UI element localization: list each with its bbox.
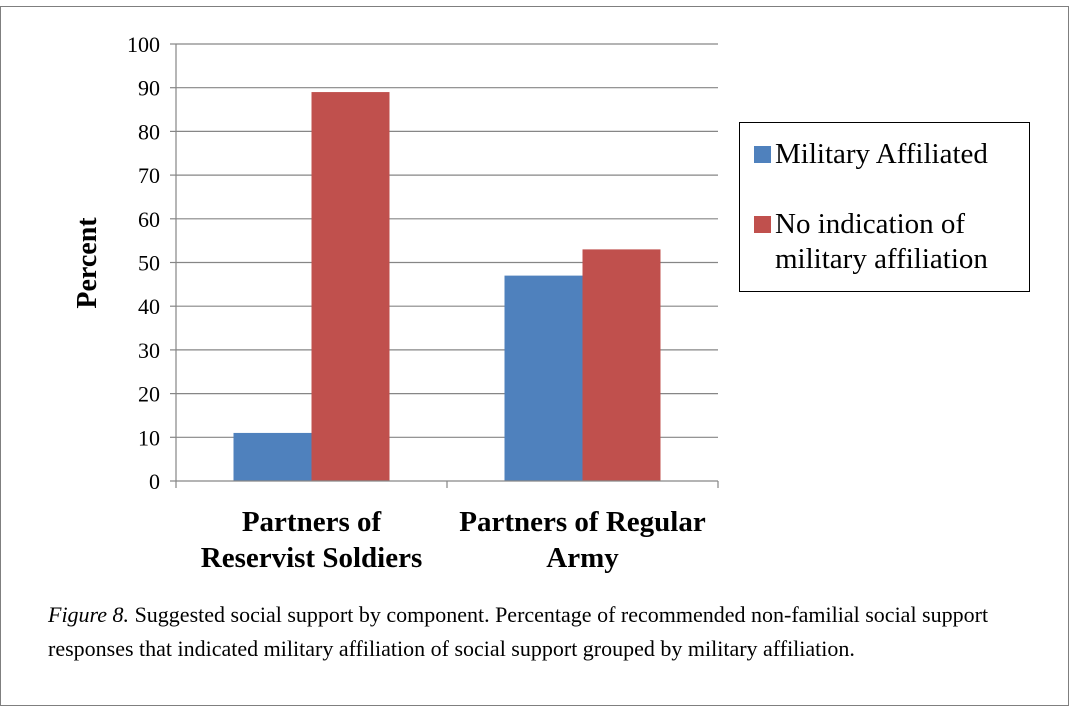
y-tick-label: 40 xyxy=(138,294,160,319)
y-tick-label: 100 xyxy=(127,32,160,57)
y-axis-label: Percent xyxy=(72,217,103,309)
figure-label: Figure 8. xyxy=(48,602,130,627)
legend-swatch-no-indication xyxy=(754,216,771,233)
bar-military-affiliated-2 xyxy=(504,275,583,481)
bar-military-affiliated-1 xyxy=(233,432,312,481)
legend-label: Military Affiliated xyxy=(775,138,988,170)
legend: Military Affiliated No indication of mil… xyxy=(739,122,1030,292)
axes xyxy=(175,44,719,488)
y-tick-label: 90 xyxy=(138,76,160,101)
y-tick-labels: 0 10 20 30 40 50 60 70 80 90 100 xyxy=(127,32,160,494)
y-tick-label: 80 xyxy=(138,119,160,144)
y-tick-label: 70 xyxy=(138,163,160,188)
x-category-label: Partners of Reservist Soldiers xyxy=(201,506,423,574)
y-tick-label: 50 xyxy=(138,251,160,276)
category-labels: Partners of Reservist Soldiers Partners of… xyxy=(201,506,706,574)
y-tick-label: 10 xyxy=(138,425,160,450)
y-tick-label: 30 xyxy=(138,338,160,363)
bars xyxy=(233,92,661,481)
legend-swatch-military-affiliated xyxy=(754,146,771,163)
legend-item-no-indication: No indication of military affiliation xyxy=(754,207,1030,277)
legend-label: No indication of military affiliation xyxy=(775,208,988,275)
bar-no-indication-1 xyxy=(311,92,390,481)
caption-text: Suggested social support by component. P… xyxy=(48,602,989,661)
legend-item-military-affiliated: Military Affiliated xyxy=(754,137,1030,172)
y-tick-label: 0 xyxy=(149,469,160,494)
x-category-label: Partners of Regular Army xyxy=(459,506,706,574)
y-tick-label: 20 xyxy=(138,382,160,407)
bar-chart: 0 10 20 30 40 50 60 70 80 90 100 Partners of Reserv… xyxy=(72,32,719,574)
bar-no-indication-2 xyxy=(582,249,661,481)
figure-caption: Figure 8. Suggested social support by co… xyxy=(48,598,1038,666)
y-tick-label: 60 xyxy=(138,207,160,232)
figure-frame xyxy=(0,6,1069,706)
